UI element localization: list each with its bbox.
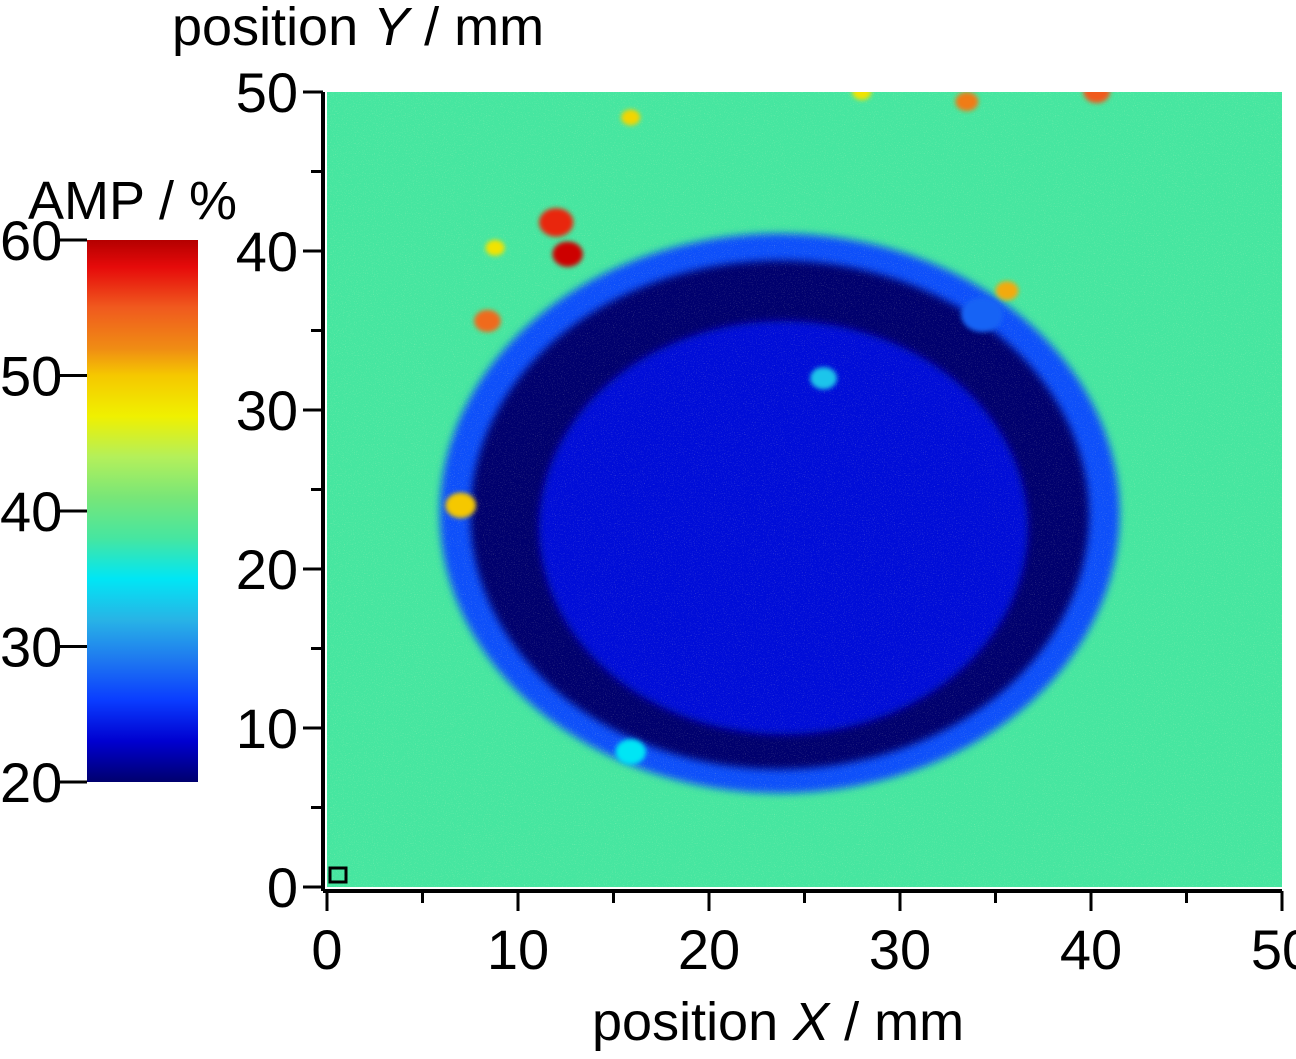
origin-marker bbox=[328, 866, 348, 884]
spot-2 bbox=[474, 309, 501, 333]
heatmap-noise-texture bbox=[327, 92, 1282, 887]
colorbar-label: AMP / % bbox=[28, 171, 238, 231]
spot-7 bbox=[852, 92, 872, 100]
y-tick-label: 50 bbox=[236, 61, 298, 124]
spot-3 bbox=[485, 239, 505, 256]
x-tick-label: 40 bbox=[1060, 918, 1122, 981]
y-tick-label: 40 bbox=[236, 220, 298, 283]
spot-1 bbox=[552, 241, 583, 267]
y-tick-label: 10 bbox=[236, 697, 298, 760]
y-tick-label: 20 bbox=[236, 538, 298, 601]
x-tick-label: 30 bbox=[869, 918, 931, 981]
spot-6 bbox=[1083, 92, 1111, 104]
x-axis-label: position X / mm bbox=[592, 992, 965, 1052]
colorbar-tick-label: 30 bbox=[0, 616, 62, 679]
y-tick-label: 30 bbox=[236, 379, 298, 442]
heatmap-plot-area bbox=[327, 92, 1282, 887]
spot-11 bbox=[810, 367, 837, 390]
spot-9 bbox=[445, 492, 476, 519]
x-tick-label: 10 bbox=[487, 918, 549, 981]
spot-12 bbox=[615, 739, 646, 765]
spot-5 bbox=[955, 92, 979, 112]
axes: 0 10 20 30 40 50 0 10 20 30 40 50 bbox=[236, 61, 1296, 981]
spot-0 bbox=[539, 208, 574, 237]
spot-8 bbox=[995, 281, 1019, 301]
spot-10 bbox=[961, 297, 1004, 333]
colorbar-tick-label: 60 bbox=[0, 209, 62, 272]
heatmap-spots bbox=[445, 92, 1111, 765]
colorbar-tick-label: 20 bbox=[0, 751, 62, 814]
colorbar-tick-label: 40 bbox=[0, 480, 62, 543]
spot-4 bbox=[621, 109, 641, 126]
colorbar-axis: 20 30 40 50 60 bbox=[0, 209, 87, 814]
x-tick-label: 50 bbox=[1251, 918, 1296, 981]
x-tick-label: 20 bbox=[678, 918, 740, 981]
colorbar bbox=[87, 240, 198, 782]
colorbar-tick-label: 50 bbox=[0, 345, 62, 408]
x-tick-label: 0 bbox=[311, 918, 342, 981]
y-axis-label: position Y / mm bbox=[172, 0, 545, 57]
y-tick-label: 0 bbox=[267, 856, 298, 919]
